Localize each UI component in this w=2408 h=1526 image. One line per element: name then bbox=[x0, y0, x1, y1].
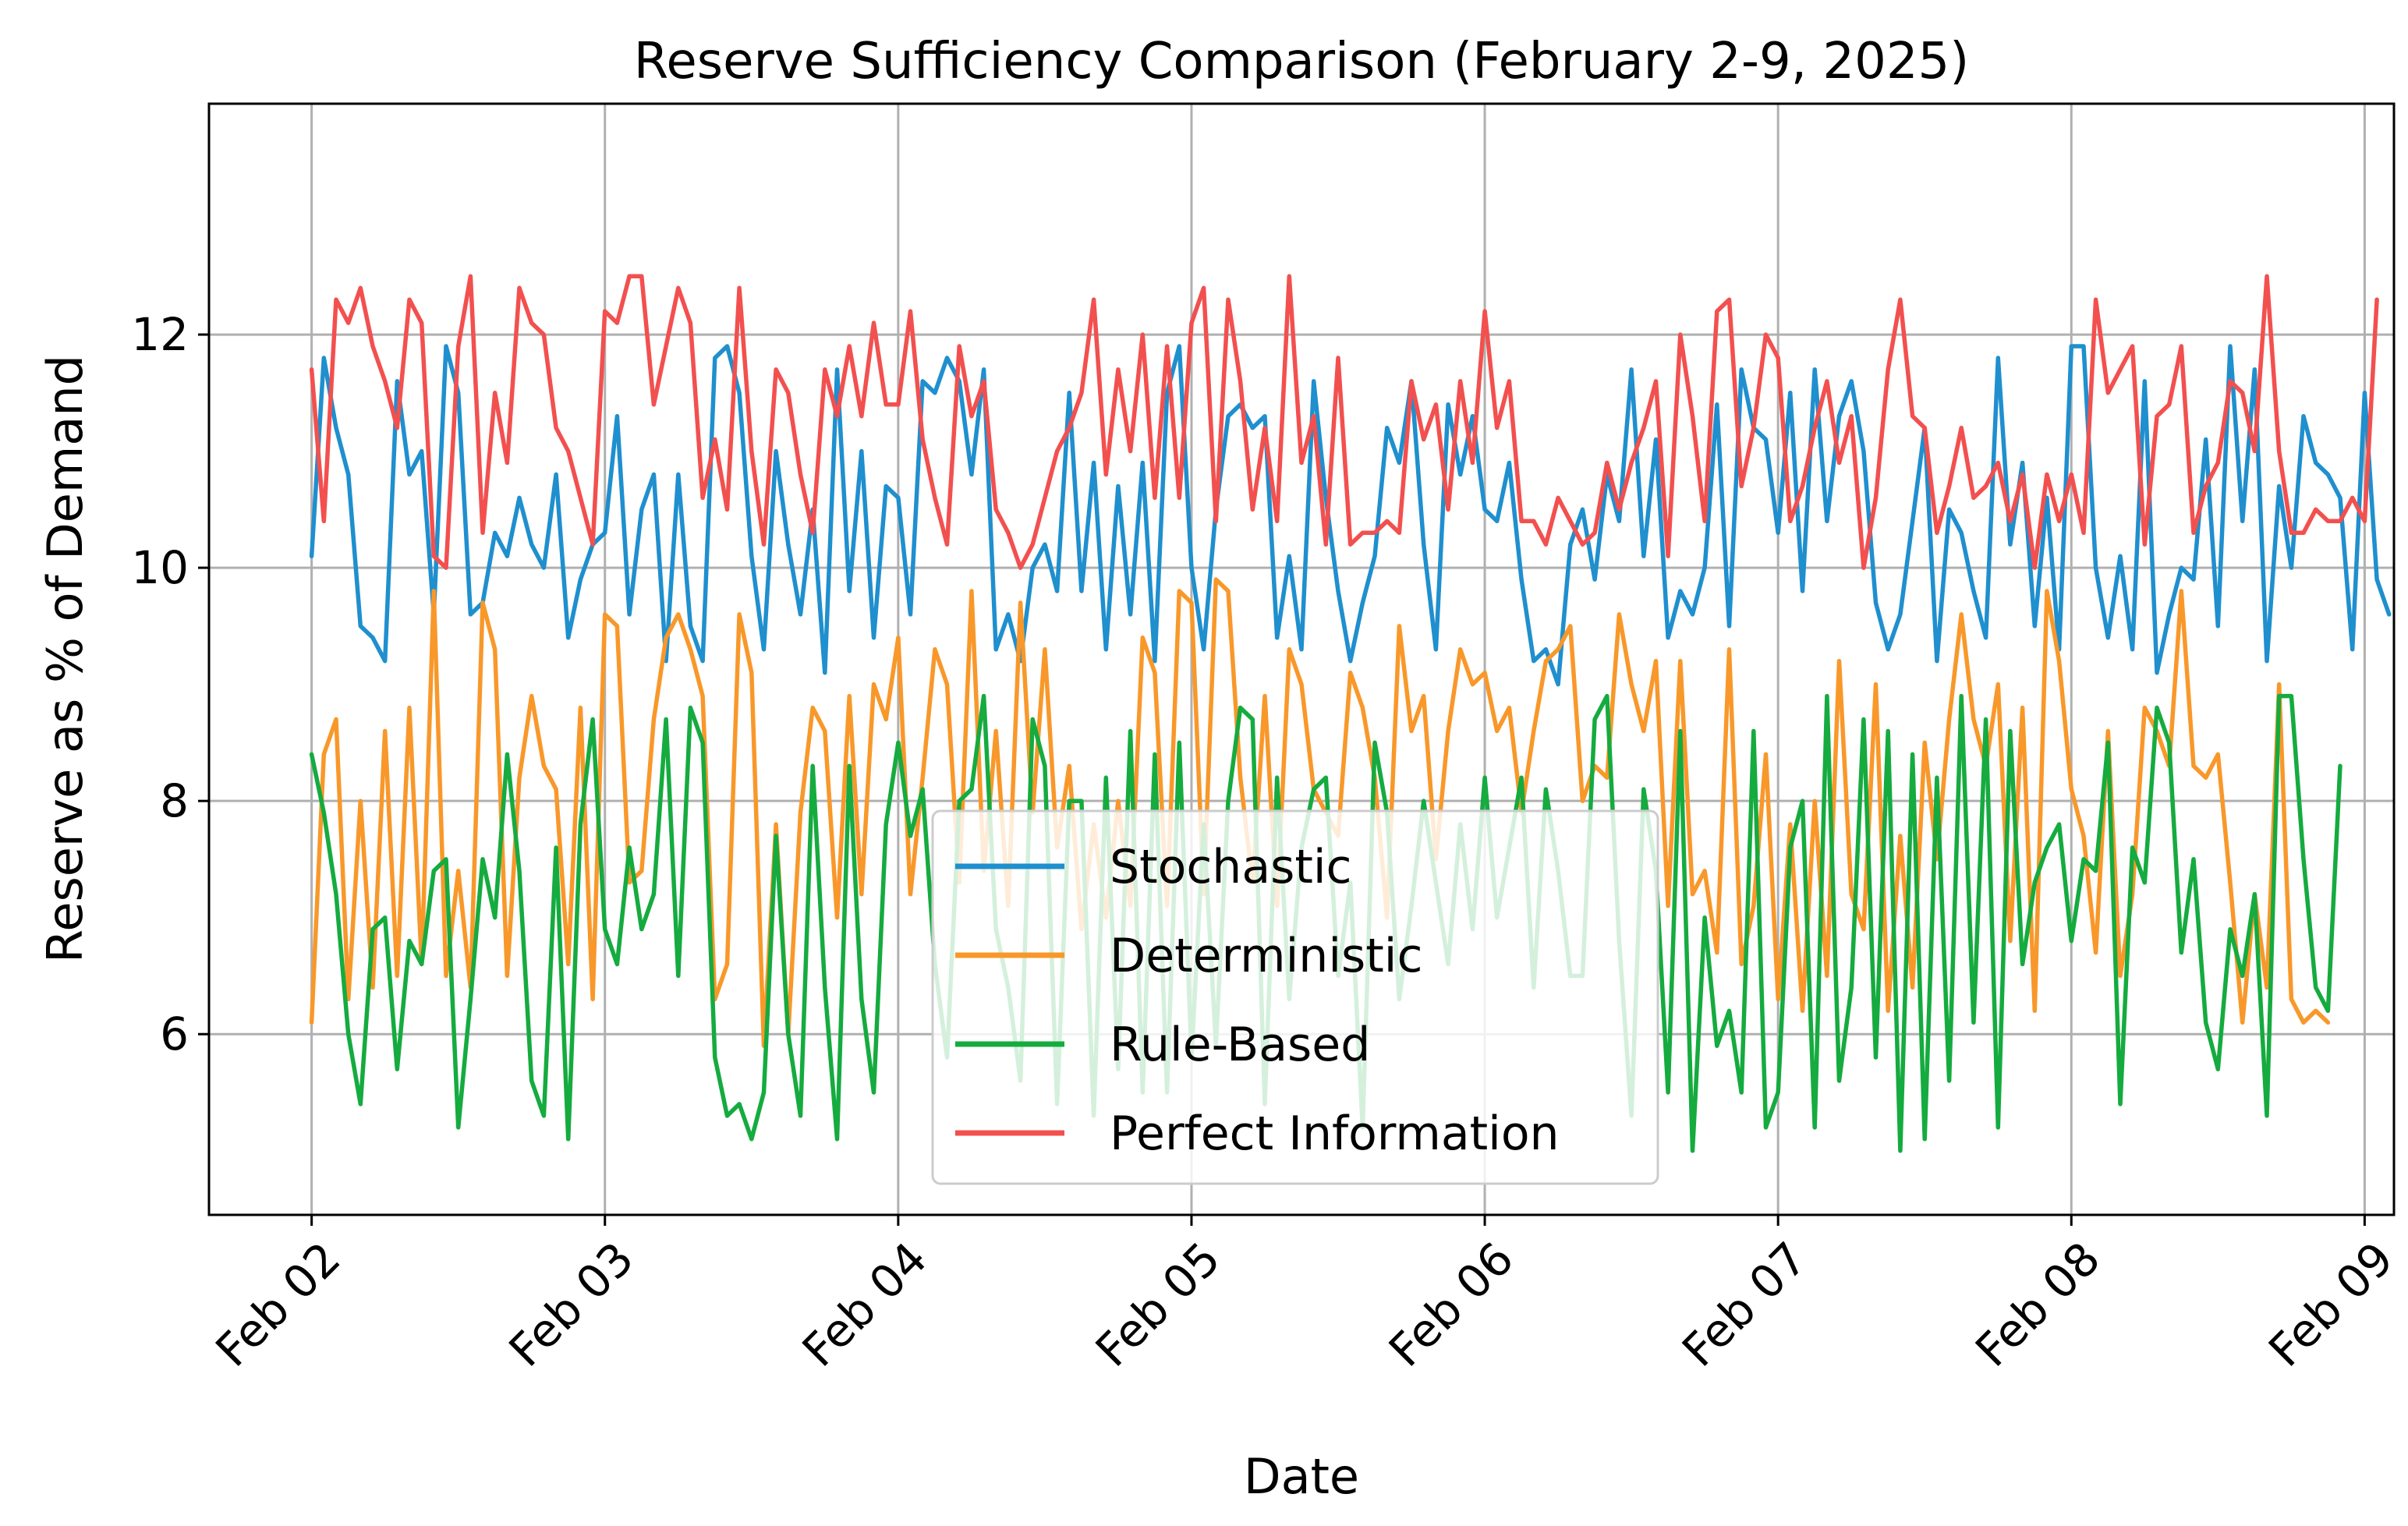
y-tick-label: 10 bbox=[131, 541, 189, 594]
legend-label: Stochastic bbox=[1110, 840, 1352, 894]
series-line-rule-based bbox=[309, 693, 2342, 1153]
legend-box bbox=[931, 809, 1659, 1185]
legend: Stochastic Deterministic Rule-Based Perfect… bbox=[931, 809, 1659, 1185]
legend-label: Rule-Based bbox=[1110, 1018, 1370, 1072]
plot-area bbox=[309, 274, 2392, 1153]
y-tick-label: 12 bbox=[131, 308, 189, 361]
legend-label: Deterministic bbox=[1110, 929, 1422, 983]
axes-frame bbox=[207, 102, 2396, 1216]
legend-label: Perfect Information bbox=[1110, 1106, 1560, 1161]
series-line-deterministic bbox=[309, 577, 2331, 1048]
y-axis-label: Reserve as % of Demand bbox=[37, 355, 94, 963]
grid bbox=[209, 104, 2394, 1215]
x-axis-label: Date bbox=[1244, 1448, 1359, 1505]
chart-title: Reserve Sufficiency Comparison (February… bbox=[634, 33, 1969, 90]
series-line-stochastic bbox=[309, 344, 2392, 687]
series-line-perfect-information bbox=[309, 274, 2379, 570]
y-tick-label: 6 bbox=[160, 1007, 189, 1060]
y-tick-label: 8 bbox=[160, 774, 189, 827]
